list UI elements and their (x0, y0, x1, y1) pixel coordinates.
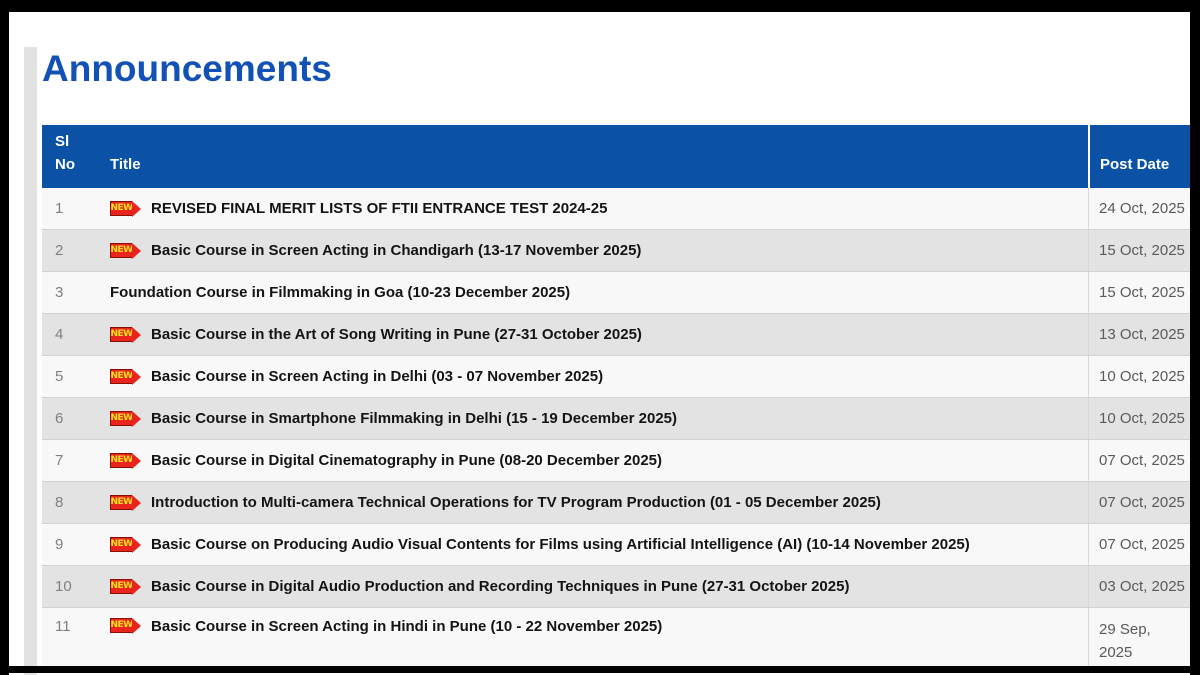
new-arrow-head-icon (132, 326, 141, 343)
new-arrow-head-icon (132, 242, 141, 259)
row-title-cell: NEW Basic Course in Smartphone Filmmakin… (100, 398, 1088, 439)
announcement-title-link[interactable]: Basic Course in Smartphone Filmmaking in… (151, 410, 678, 427)
left-gutter-strip (24, 47, 37, 675)
new-icon-label: NEW (110, 455, 133, 465)
row-sl-no: 2 (55, 242, 64, 259)
announcement-row: 8 NEW Introduction to Multi-camera Techn… (42, 482, 1200, 524)
announcement-title-link[interactable]: Basic Course in Screen Acting in Delhi (… (151, 368, 604, 385)
column-header-title: Title (110, 155, 141, 173)
row-title-cell: NEW Basic Course in Screen Acting in Hin… (100, 608, 1088, 672)
new-arrow-head-icon (132, 494, 141, 511)
new-icon: NEW (110, 578, 141, 595)
announcement-title-link[interactable]: Basic Course in Digital Cinematography i… (151, 452, 662, 469)
new-icon: NEW (110, 242, 141, 259)
announcement-title-link[interactable]: Foundation Course in Filmmaking in Goa (… (110, 284, 571, 301)
announcement-title-link[interactable]: REVISED FINAL MERIT LISTS OF FTII ENTRAN… (151, 200, 608, 217)
new-icon-label: NEW (110, 371, 133, 381)
announcement-title-link[interactable]: Introduction to Multi-camera Technical O… (151, 494, 881, 511)
new-icon: NEW (110, 452, 141, 469)
new-icon: NEW (110, 617, 141, 634)
page-title: Announcements (42, 48, 332, 89)
row-sl-no: 1 (55, 200, 64, 217)
row-post-date: 10 Oct, 2025 (1088, 398, 1200, 439)
new-icon-label: NEW (110, 620, 133, 630)
column-header-sl-no: Sl No (55, 133, 75, 173)
row-sl-no: 8 (55, 494, 64, 511)
announcement-row: 3 Foundation Course in Filmmaking in Goa… (42, 272, 1200, 314)
row-title-cell: NEW Basic Course in Digital Audio Produc… (100, 566, 1088, 607)
announcement-title-link[interactable]: Basic Course in the Art of Song Writing … (151, 326, 642, 343)
row-sl-no: 9 (55, 536, 64, 553)
new-icon-label: NEW (110, 203, 133, 213)
screenshot-frame-right (1190, 0, 1200, 675)
row-post-date: 29 Sep, 2025 (1088, 608, 1200, 672)
row-post-date: 24 Oct, 2025 (1088, 188, 1200, 229)
announcement-row: 7 NEW Basic Course in Digital Cinematogr… (42, 440, 1200, 482)
screenshot-frame-left (0, 0, 9, 675)
row-title-cell: NEW Basic Course in the Art of Song Writ… (100, 314, 1088, 355)
new-icon: NEW (110, 410, 141, 427)
new-icon-label: NEW (110, 539, 133, 549)
row-post-date: 15 Oct, 2025 (1088, 272, 1200, 313)
row-sl-no: 11 (55, 618, 71, 635)
row-title-cell: NEW Basic Course in Screen Acting in Cha… (100, 230, 1088, 271)
announcement-row: 6 NEW Basic Course in Smartphone Filmmak… (42, 398, 1200, 440)
row-post-date: 10 Oct, 2025 (1088, 356, 1200, 397)
row-title-cell: NEW Basic Course in Screen Acting in Del… (100, 356, 1088, 397)
new-icon: NEW (110, 536, 141, 553)
new-icon-label: NEW (110, 581, 133, 591)
announcement-row: 4 NEW Basic Course in the Art of Song Wr… (42, 314, 1200, 356)
new-arrow-head-icon (132, 368, 141, 385)
announcement-row: 11 NEW Basic Course in Screen Acting in … (42, 608, 1200, 672)
row-title-cell: NEW REVISED FINAL MERIT LISTS OF FTII EN… (100, 188, 1088, 229)
announcement-row: 2 NEW Basic Course in Screen Acting in C… (42, 230, 1200, 272)
column-header-post-date: Post Date (1088, 125, 1200, 188)
announcement-row: 10 NEW Basic Course in Digital Audio Pro… (42, 566, 1200, 608)
new-icon: NEW (110, 494, 141, 511)
table-header-row: Sl No Title Post Date (42, 125, 1200, 188)
announcement-row: 1 NEW REVISED FINAL MERIT LISTS OF FTII … (42, 188, 1200, 230)
row-sl-no: 7 (55, 452, 64, 469)
row-sl-no: 6 (55, 410, 64, 427)
new-icon-label: NEW (110, 329, 133, 339)
row-post-date: 07 Oct, 2025 (1088, 440, 1200, 481)
new-icon-label: NEW (110, 497, 133, 507)
row-sl-no: 4 (55, 326, 64, 343)
announcement-title-link[interactable]: Basic Course in Screen Acting in Chandig… (151, 242, 642, 259)
announcement-title-link[interactable]: Basic Course in Digital Audio Production… (151, 578, 850, 595)
new-arrow-head-icon (132, 578, 141, 595)
row-post-date: 15 Oct, 2025 (1088, 230, 1200, 271)
announcements-table-body: 1 NEW REVISED FINAL MERIT LISTS OF FTII … (42, 188, 1200, 672)
row-post-date: 03 Oct, 2025 (1088, 566, 1200, 607)
row-title-cell: NEW Basic Course in Digital Cinematograp… (100, 440, 1088, 481)
announcement-row: 9 NEW Basic Course on Producing Audio Vi… (42, 524, 1200, 566)
row-title-cell: NEW Introduction to Multi-camera Technic… (100, 482, 1088, 523)
new-icon: NEW (110, 200, 141, 217)
row-sl-no: 10 (55, 578, 72, 595)
new-arrow-head-icon (132, 536, 141, 553)
new-icon: NEW (110, 368, 141, 385)
row-sl-no: 3 (55, 284, 64, 301)
screenshot-frame-top (0, 0, 1200, 12)
announcement-title-link[interactable]: Basic Course in Screen Acting in Hindi i… (151, 618, 663, 635)
row-title-cell: NEW Basic Course on Producing Audio Visu… (100, 524, 1088, 565)
new-icon: NEW (110, 326, 141, 343)
new-arrow-head-icon (132, 200, 141, 217)
row-post-date: 07 Oct, 2025 (1088, 524, 1200, 565)
announcement-row: 5 NEW Basic Course in Screen Acting in D… (42, 356, 1200, 398)
announcement-title-link[interactable]: Basic Course on Producing Audio Visual C… (151, 536, 970, 553)
announcements-table: Sl No Title Post Date 1 NEW REVISED FINA… (42, 125, 1200, 672)
new-arrow-head-icon (132, 410, 141, 427)
new-icon-label: NEW (110, 413, 133, 423)
row-sl-no: 5 (55, 368, 64, 385)
new-icon-label: NEW (110, 245, 133, 255)
row-post-date: 07 Oct, 2025 (1088, 482, 1200, 523)
new-arrow-head-icon (132, 617, 141, 634)
screenshot-frame-bottom (0, 666, 1200, 673)
row-title-cell: Foundation Course in Filmmaking in Goa (… (100, 272, 1088, 313)
new-arrow-head-icon (132, 452, 141, 469)
row-post-date: 13 Oct, 2025 (1088, 314, 1200, 355)
